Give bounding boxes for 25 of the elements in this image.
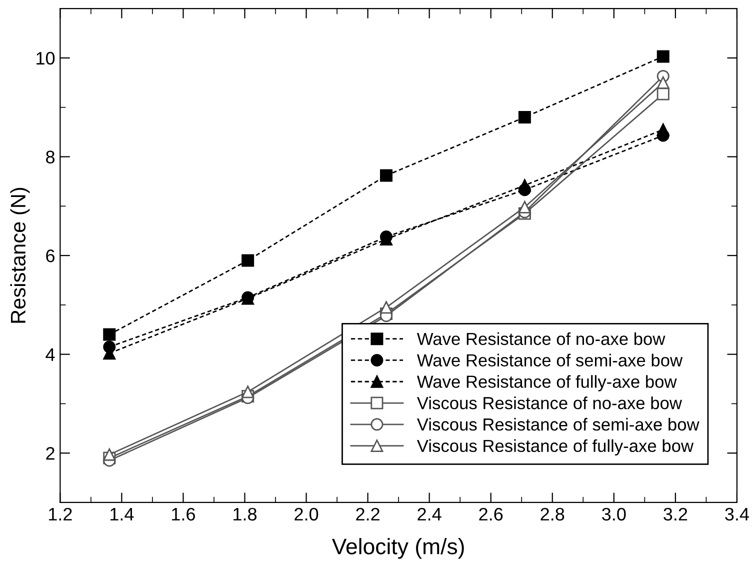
legend-label: Wave Resistance of fully-axe bow [416,375,677,392]
legend-label: Viscous Resistance of no-axe bow [416,396,682,410]
x-tick-label: 1.4 [110,508,134,520]
legend-label: Wave Resistance of no-axe bow [416,332,666,346]
x-tick-label: 2.0 [294,508,318,521]
x-tick-label: 2.2 [356,508,380,520]
y-tick-label: 10 [36,52,55,65]
legend-label: Viscous Resistance of semi-axe bow [416,418,700,431]
x-tick-label: 3.2 [664,508,688,521]
x-tick-label: 1.2 [48,508,72,520]
y-tick-label: 6 [46,249,55,262]
x-tick-label: 2.6 [479,508,503,521]
x-tick-label: 3.0 [602,508,626,521]
y-tick-label: 8 [46,150,55,164]
x-tick-label: 1.8 [234,508,257,521]
x-tick-label: 2.8 [540,508,564,521]
y-axis-title: Resistance (N) [10,188,30,323]
x-tick-label: 2.4 [418,508,442,520]
x-tick-label: 3.4 [725,508,749,521]
x-axis-title: Velocity (m/s) [332,538,464,559]
legend-label: Viscous Resistance of fully-axe bow [416,439,694,456]
legend-label: Wave Resistance of semi-axe bow [416,354,683,366]
x-tick-label: 1.6 [172,508,195,521]
y-tick-label: 4 [46,348,55,361]
y-tick-label: 2 [46,447,54,460]
